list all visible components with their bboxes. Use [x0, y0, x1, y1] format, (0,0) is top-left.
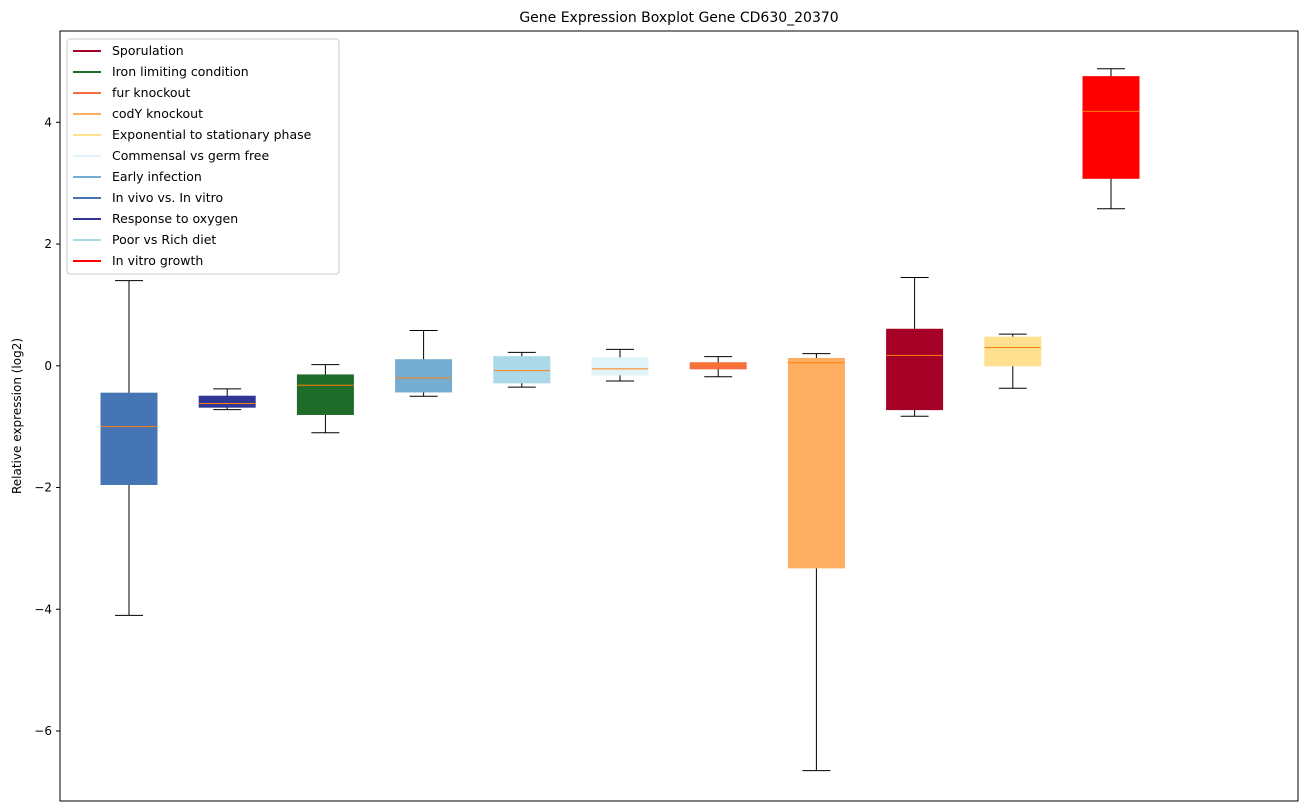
legend-label: Sporulation — [112, 43, 184, 58]
box-9 — [886, 277, 944, 417]
legend-label: Iron limiting condition — [112, 64, 249, 79]
axes-frame — [59, 30, 1299, 802]
legend-label: fur knockout — [112, 85, 190, 100]
box-body — [984, 336, 1042, 367]
box-body — [100, 392, 158, 485]
box-8 — [787, 353, 845, 772]
box-3 — [296, 364, 354, 434]
y-tick-label: −4 — [34, 602, 52, 616]
box-body — [198, 395, 256, 408]
legend-label: codY knockout — [112, 106, 203, 121]
box-body — [591, 357, 649, 376]
y-axis: −6 −4 −2 0 2 4 — [34, 115, 60, 738]
legend-label: Response to oxygen — [112, 211, 238, 226]
box-body — [886, 328, 944, 411]
box-6 — [591, 348, 649, 382]
chart-title: Gene Expression Boxplot Gene CD630_20370 — [519, 10, 838, 26]
box-body — [296, 374, 354, 415]
box-4 — [395, 329, 453, 397]
y-tick-label: 0 — [44, 359, 52, 373]
y-axis-label: Relative expression (log2) — [10, 338, 24, 494]
box-1 — [100, 280, 158, 616]
y-tick-label: 2 — [44, 237, 52, 251]
plot-area — [100, 68, 1140, 772]
legend-label: Early infection — [112, 169, 202, 184]
box-2 — [198, 388, 256, 411]
y-tick-label: −2 — [34, 481, 52, 495]
legend-label: Poor vs Rich diet — [112, 232, 216, 247]
legend: Sporulation Iron limiting condition fur kn… — [66, 38, 340, 275]
box-11 — [1082, 68, 1140, 210]
legend-frame — [66, 38, 340, 275]
y-tick-label: −6 — [34, 724, 52, 738]
box-body — [395, 359, 453, 393]
legend-label: In vitro growth — [112, 253, 203, 268]
legend-label: In vivo vs. In vitro — [112, 190, 223, 205]
box-body — [689, 362, 747, 370]
legend-label: Commensal vs germ free — [112, 148, 269, 163]
box-body — [493, 356, 551, 384]
y-tick-label: 4 — [44, 115, 52, 129]
box-10 — [984, 333, 1042, 389]
box-5 — [493, 351, 551, 388]
box-body — [1082, 76, 1140, 179]
legend-label: Exponential to stationary phase — [112, 127, 312, 142]
box-body — [787, 357, 845, 569]
box-7 — [689, 356, 747, 378]
